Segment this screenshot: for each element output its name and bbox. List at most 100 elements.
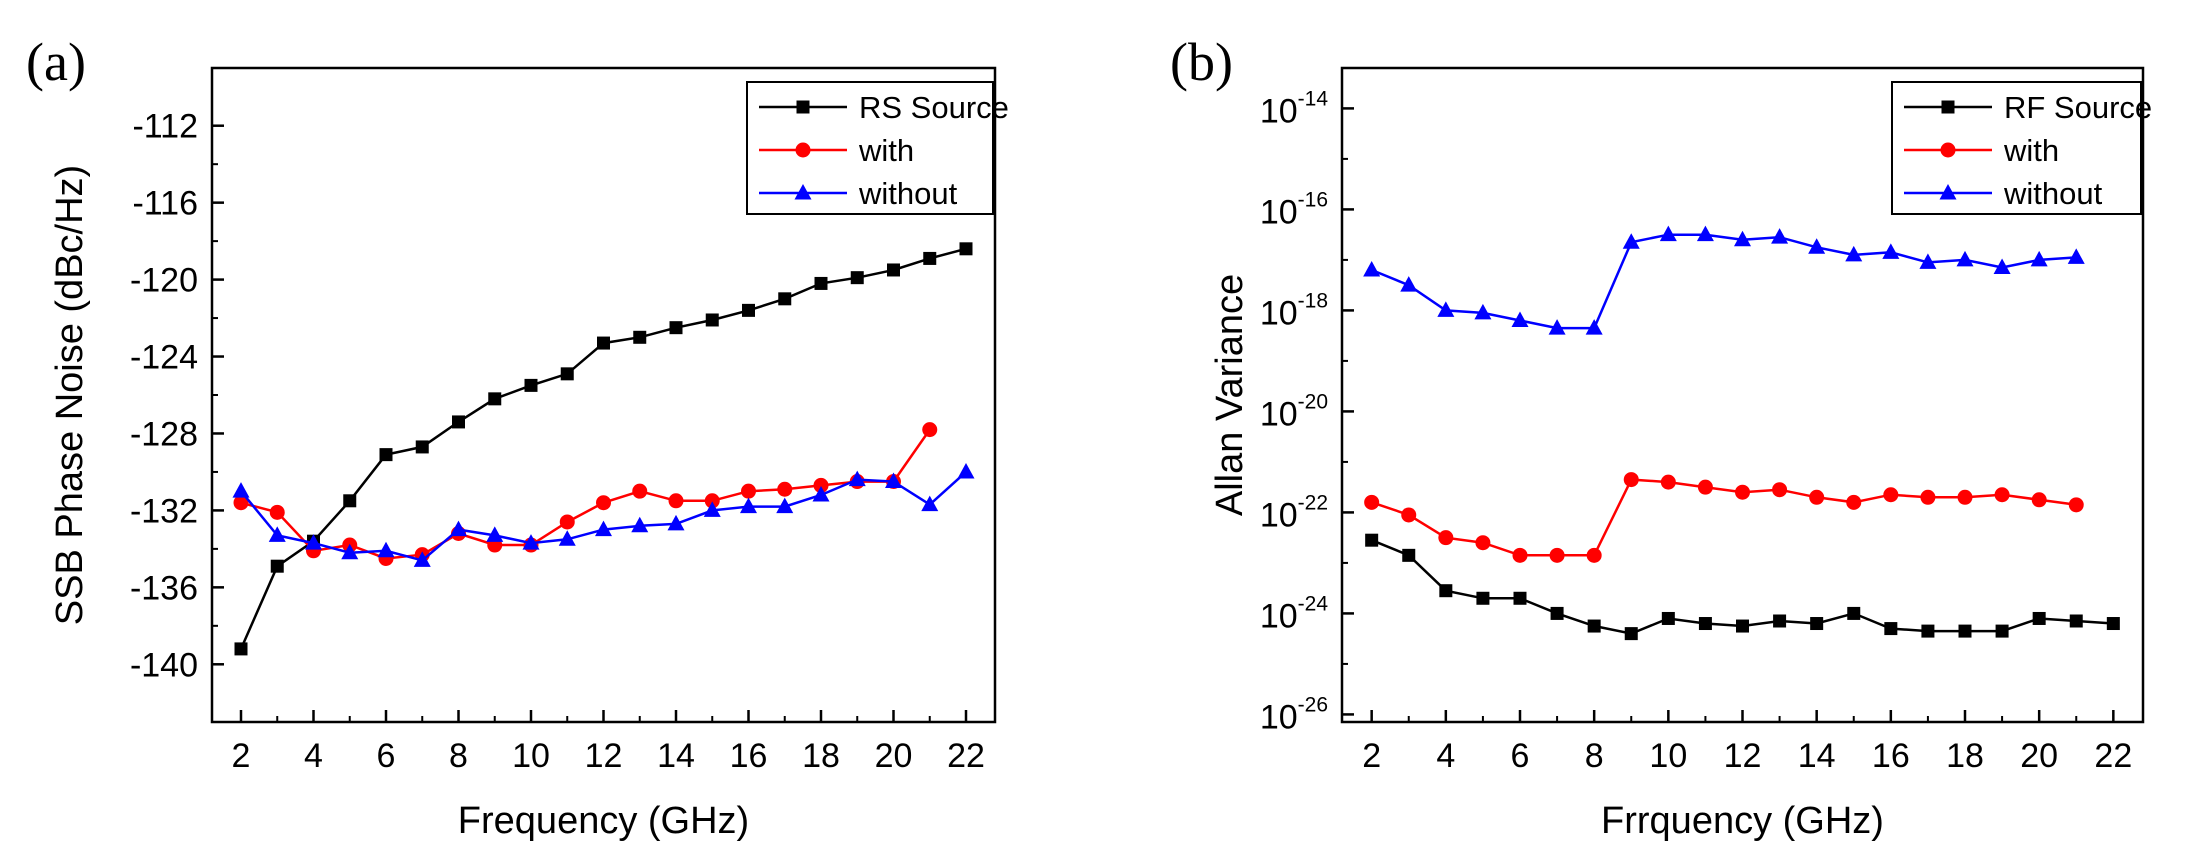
panel-a-ytick-label: -128 [130,415,198,453]
panel-b-data-point-1 [1438,530,1454,546]
panel-b-legend-label-2: without [2003,176,2103,211]
panel-b-data-point-0 [1587,619,1601,633]
panel-b-data-point-0 [1624,627,1638,641]
panel-a-xtick-label: 16 [730,737,768,775]
panel-b-ytick-base: 10 [1260,294,1298,332]
panel-a-data-point-2 [703,501,721,517]
panel-a-data-point-1 [559,514,575,530]
panel-b-xtick-label: 14 [1798,737,1836,775]
panel-b-data-point-2 [1363,261,1381,277]
panel-b-data-point-1 [1475,535,1491,551]
panel-a-data-point-2 [305,534,322,550]
panel-a-series-line-1 [240,428,931,560]
panel-a-data-point-2 [341,543,359,560]
panel-a-data-point-1 [813,477,829,493]
panel-b-legend-label-0: RF Source [2004,90,2152,125]
panel-b-data-point-1 [1994,487,2010,503]
panel-b-data-point-2 [1845,245,1863,262]
panel-b-ytick-exponent: -20 [1298,390,1328,413]
panel-b-data-point-1 [1920,489,1936,505]
panel-a-data-point-0 [597,336,610,350]
panel-b-data-point-0 [1439,584,1453,598]
panel-a-data-point-2 [885,472,902,489]
panel-b-chart: (b) 2 4 6 8 10 12 14 16 18 20 2210-2610-2410-2210-… [1170,32,2152,842]
panel-a-data-point-2 [522,534,540,550]
panel-b-data-point-1 [1883,487,1899,503]
panel-a-data-point-0 [415,440,429,454]
panel-b-ytick-base: 10 [1260,193,1298,231]
panel-a-data-point-0 [524,378,538,392]
panel-b-data-point-2 [1400,276,1418,292]
panel-b-xtick-label: 10 [1649,737,1687,775]
panel-b-ytick-label: 10-24 [1260,592,1329,635]
panel-b-data-point-2 [1956,250,1974,267]
panel-a-data-point-1 [596,495,611,511]
panel-a-data-point-2 [377,541,395,558]
panel-b-legend-marker-0 [1941,100,1955,114]
panel-b-legend-label-1: with [2003,133,2059,168]
panel-a-xtick-label: 12 [585,737,623,775]
panel-b-data-point-2 [1919,253,1937,269]
panel-a-data-point-0 [887,263,900,277]
panel-a-data-point-0 [778,292,792,306]
panel-b-data-point-0 [1958,624,1972,638]
panel-b-ytick-exponent: -18 [1298,289,1328,312]
panel-b-ytick-base: 10 [1260,698,1298,736]
panel-a-xtick-label: 8 [449,737,468,775]
panel-b-data-point-2 [1659,225,1677,242]
panel-b-data-point-1 [1512,547,1528,563]
panel-b-ytick-exponent: -24 [1298,592,1329,615]
panel-b-xtick-label: 18 [1946,737,1984,775]
panel-a-ytick-label: -140 [130,646,198,684]
panel-a-data-point-0 [814,276,828,290]
panel-a-data-point-0 [379,448,393,462]
panel-b-data-point-2 [2030,250,2048,267]
panel-b-xtick-label: 22 [2094,737,2132,775]
panel-b-data-point-0 [1921,624,1935,638]
panel-a-data-point-0 [633,330,647,344]
panel-b-ytick-base: 10 [1260,395,1298,433]
panel-b-data-point-0 [1661,611,1675,625]
panel-b-data-point-1 [1957,489,1973,505]
panel-b-data-point-0 [1365,533,1379,547]
panel-b-data-point-0 [1847,606,1861,620]
panel-a-data-point-1 [632,483,648,499]
panel-a-xtick-label: 4 [304,737,323,775]
panel-b-legend: RF Source with without [1891,81,2152,215]
panel-a-label: (a) [26,32,86,92]
panel-a-legend: RS Source with without [746,81,1009,215]
panel-b-data-point-1 [2031,492,2047,508]
panel-b-data-point-2 [1882,243,1900,259]
panel-a-data-point-1 [704,493,720,509]
panel-b-data-point-1 [1401,507,1417,523]
panel-b-data-point-2 [1474,303,1492,320]
panel-b-data-point-1 [1660,474,1676,490]
panel-a-ytick-label: -112 [132,108,198,146]
panel-a-legend-marker-2 [794,184,812,200]
panel-a-chart: (a) 2 4 6 8 10 12 14 16 18 20 22 -140 -136 -132 -128 -1… [26,32,1009,842]
panel-b-data-point-0 [1550,606,1564,620]
panel-a-data-point-0 [705,313,719,327]
panel-a-data-point-0 [343,494,357,508]
panel-b-xtick-label: 6 [1511,737,1530,775]
panel-b-data-point-1 [1549,547,1565,563]
panel-a-data-point-2 [413,551,431,567]
panel-a-data-point-2 [848,470,866,487]
panel-a-xtick-label: 18 [802,737,840,775]
panel-a-ytick-label: -136 [130,569,198,607]
panel-b-ytick-label: 10-18 [1260,289,1328,332]
panel-b-xtick-label: 12 [1724,737,1762,775]
panel-b-data-point-0 [1773,614,1787,628]
panel-b-data-point-0 [1810,617,1824,631]
panel-b-data-point-2 [1696,225,1714,242]
panel-b-data-point-0 [1995,624,2009,638]
panel-a-data-point-2 [631,516,649,533]
panel-a-data-point-2 [595,520,612,537]
panel-a-data-point-1 [922,422,938,438]
panel-b-xtick-label: 20 [2020,737,2058,775]
panel-b-xtick-label: 16 [1872,737,1910,775]
panel-b-data-point-0 [1476,591,1490,605]
panel-a-ytick-label: -116 [132,185,198,223]
panel-a-legend-label-0: RS Source [859,90,1009,125]
panel-b-ytick-exponent: -22 [1298,491,1328,514]
